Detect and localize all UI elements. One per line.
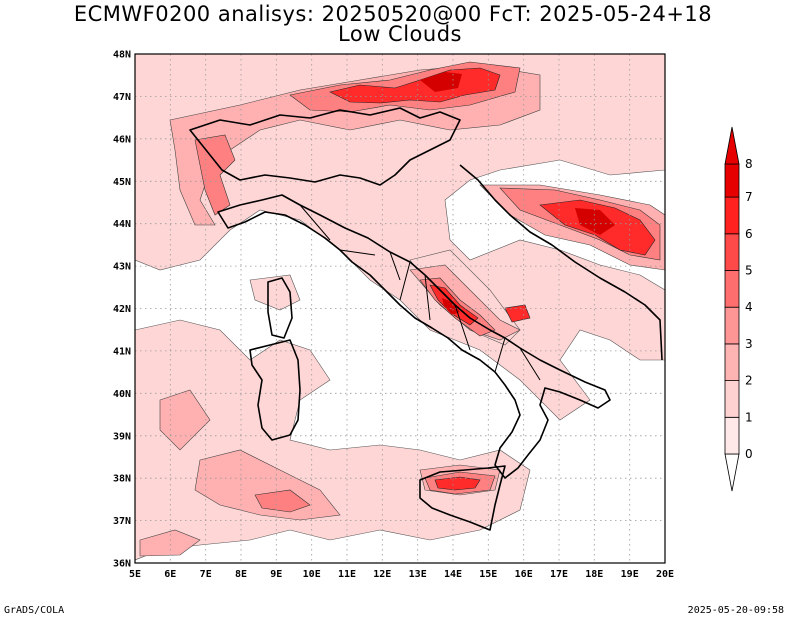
colorbar-segment-2 xyxy=(724,343,740,381)
colorbar-label: 4 xyxy=(745,300,753,314)
colorbar-segment-0 xyxy=(724,416,740,455)
lat-label: 45N xyxy=(113,177,131,188)
lon-label: 6E xyxy=(164,569,176,580)
lon-label: 17E xyxy=(550,569,568,580)
colorbar-label: 3 xyxy=(745,337,753,351)
colorbar-segment-4 xyxy=(724,270,740,308)
sardinia-outline xyxy=(249,339,301,441)
colorbar-label: 0 xyxy=(745,447,753,461)
lat-label: 37N xyxy=(113,516,131,527)
lon-label: 11E xyxy=(338,569,356,580)
lon-label: 15E xyxy=(479,569,497,580)
cloud-level-8-area xyxy=(420,72,615,315)
lon-label: 10E xyxy=(303,569,321,580)
colorbar-label: 8 xyxy=(745,157,753,171)
lon-label: 8E xyxy=(235,569,247,580)
colorbar-upper-extension xyxy=(724,126,740,165)
lat-label: 39N xyxy=(113,431,131,442)
longitude-axis-labels: 5E 6E 7E 8E 9E 10E 11E 12E 13E 14E 15E 1… xyxy=(129,569,674,580)
lat-label: 46N xyxy=(113,134,131,145)
lon-label: 13E xyxy=(409,569,427,580)
colorbar-label: 1 xyxy=(745,410,753,424)
lon-label: 18E xyxy=(585,569,603,580)
lat-label: 43N xyxy=(113,262,131,273)
colorbar-labels: 0 1 2 3 4 5 6 7 8 xyxy=(745,157,753,461)
lon-label: 9E xyxy=(270,569,282,580)
lat-label: 47N xyxy=(113,92,131,103)
map-subtitle: Low Clouds xyxy=(338,22,462,46)
colorbar xyxy=(724,126,740,492)
lon-label: 20E xyxy=(656,569,674,580)
lon-label: 14E xyxy=(444,569,462,580)
sicily-outline xyxy=(419,465,506,531)
colorbar-segment-6 xyxy=(724,196,740,235)
adriatic-east-coast xyxy=(459,164,663,361)
colorbar-segment-5 xyxy=(724,233,740,271)
graticule xyxy=(135,54,665,563)
coastlines-and-borders xyxy=(189,107,663,531)
lat-label: 42N xyxy=(113,304,131,315)
map-frame xyxy=(134,53,666,564)
colorbar-label: 2 xyxy=(745,374,753,388)
lon-label: 5E xyxy=(129,569,141,580)
lat-label: 36N xyxy=(113,559,131,570)
map-title: ECMWF0200 analisys: 20250520@00 FcT: 202… xyxy=(74,2,712,26)
italy-peninsula-outline xyxy=(217,194,611,479)
colorbar-label: 7 xyxy=(745,190,753,204)
lat-label: 44N xyxy=(113,219,131,230)
lon-label: 7E xyxy=(200,569,212,580)
colorbar-segment-7 xyxy=(724,163,740,198)
lon-label: 19E xyxy=(621,569,639,580)
lat-label: 38N xyxy=(113,474,131,485)
latitude-axis-labels: 36N 37N 38N 39N 40N 41N 42N 43N 44N 45N … xyxy=(113,50,131,570)
colorbar-segment-1 xyxy=(724,380,740,418)
colorbar-segment-3 xyxy=(724,306,740,345)
footer-software-credit: GrADS/COLA xyxy=(4,605,64,616)
corsica-outline xyxy=(267,277,293,339)
lat-label: 41N xyxy=(113,346,131,357)
colorbar-label: 6 xyxy=(745,227,753,241)
colorbar-label: 5 xyxy=(745,264,753,278)
lon-label: 16E xyxy=(515,569,533,580)
lon-label: 12E xyxy=(373,569,391,580)
footer-timestamp: 2025-05-20-09:58 xyxy=(688,605,784,616)
regional-boundaries xyxy=(299,204,541,381)
alps-border xyxy=(189,107,461,186)
colorbar-lower-extension xyxy=(724,453,740,492)
lat-label: 48N xyxy=(113,50,131,61)
lat-label: 40N xyxy=(113,389,131,400)
